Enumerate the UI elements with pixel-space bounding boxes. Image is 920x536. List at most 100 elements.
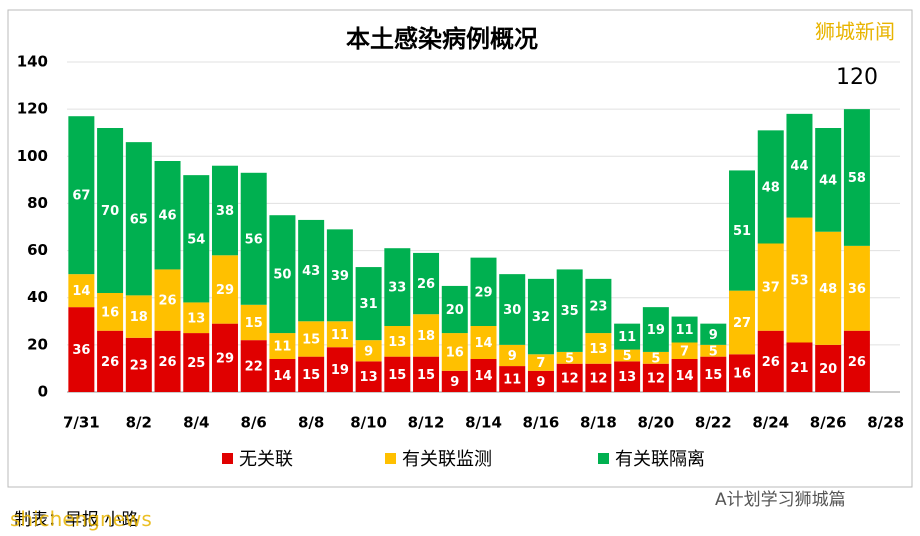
value-label: 65 [130, 212, 148, 227]
bar-segment [298, 219, 325, 322]
bar-segment [614, 349, 641, 362]
bar-segment [240, 304, 267, 341]
annotation: 120 [836, 65, 878, 90]
value-label: 16 [446, 345, 464, 360]
y-tick-label: 60 [27, 241, 48, 259]
bar-segment [154, 269, 181, 331]
bar-segment [843, 245, 870, 331]
x-tick-label: 8/10 [350, 414, 387, 432]
bar-segment [298, 356, 325, 392]
bar-segment [843, 109, 870, 246]
value-label: 5 [651, 351, 660, 366]
bar-segment [240, 172, 267, 305]
value-label: 14 [72, 284, 90, 299]
value-label: 15 [388, 368, 406, 383]
bar-segment [614, 361, 641, 392]
x-tick-label: 8/24 [752, 414, 789, 432]
value-label: 33 [388, 281, 406, 296]
value-label: 11 [618, 330, 636, 345]
value-label: 13 [589, 342, 607, 357]
value-label: 19 [331, 363, 349, 378]
value-label: 70 [101, 204, 119, 219]
value-label: 18 [130, 310, 148, 325]
bar-segment [729, 170, 756, 291]
value-label: 9 [709, 328, 718, 343]
y-tick-label: 120 [17, 100, 48, 118]
value-label: 29 [216, 283, 234, 298]
value-label: 9 [508, 349, 517, 364]
legend-label: 有关联隔离 [615, 449, 705, 470]
x-tick-label: 8/8 [298, 414, 324, 432]
bar-segment [499, 366, 526, 392]
bar-segment [384, 356, 411, 392]
value-label: 5 [623, 349, 632, 364]
legend-label: 无关联 [239, 449, 293, 470]
bar-segment [384, 326, 411, 357]
bar-segment [585, 278, 612, 334]
value-label: 53 [790, 274, 808, 289]
bar-segment [470, 257, 497, 326]
bar-segment [642, 363, 669, 392]
value-label: 50 [273, 268, 291, 283]
x-tick-label: 8/12 [408, 414, 445, 432]
bar-segment [527, 370, 554, 392]
bar-segment [700, 344, 727, 357]
bar-segment [786, 342, 813, 392]
bar-segment [729, 354, 756, 392]
account: A计划学习狮城篇 [715, 490, 846, 510]
value-label: 25 [187, 356, 205, 371]
y-tick-label: 20 [27, 335, 48, 353]
chart: 本土感染病例概况 狮城新闻 120 0 20 40 60 80 100 120 140 7/31… [7, 9, 913, 488]
bar-segment [97, 128, 124, 293]
bar-segment [757, 130, 784, 244]
bar-segment [757, 330, 784, 392]
bar-segment [470, 326, 497, 359]
value-label: 9 [536, 375, 545, 390]
bar-segment [527, 354, 554, 371]
x-tick-label: 8/26 [810, 414, 847, 432]
bar-segment [355, 340, 382, 362]
bar-segment [499, 344, 526, 367]
value-label: 9 [364, 344, 373, 359]
credit: 制表：早报 小路 [14, 510, 139, 530]
value-label: 36 [848, 282, 866, 297]
bar-segment [671, 316, 698, 343]
bar-segment [240, 340, 267, 392]
bar-segment [757, 243, 784, 331]
value-label: 16 [733, 367, 751, 382]
bar-segment [183, 302, 210, 334]
value-label: 15 [302, 368, 320, 383]
x-tick-label: 8/6 [241, 414, 267, 432]
value-label: 12 [561, 371, 579, 386]
bar-segment [556, 363, 583, 392]
value-label: 26 [762, 355, 780, 370]
value-label: 12 [589, 371, 607, 386]
bar-segment [298, 321, 325, 357]
value-label: 7 [536, 356, 545, 371]
value-label: 29 [216, 351, 234, 366]
value-label: 26 [848, 355, 866, 370]
value-label: 13 [388, 335, 406, 350]
x-tick-label: 8/18 [580, 414, 617, 432]
value-label: 11 [676, 323, 694, 338]
bar-segment [183, 175, 210, 303]
bar-segment [269, 215, 296, 334]
value-label: 20 [819, 362, 837, 377]
bar-segment [642, 351, 669, 364]
value-label: 56 [245, 232, 263, 247]
bar-segment [97, 293, 124, 331]
x-tick-label: 8/2 [126, 414, 152, 432]
value-label: 11 [331, 328, 349, 343]
value-label: 31 [360, 297, 378, 312]
bar-segment [326, 347, 353, 392]
value-label: 7 [680, 344, 689, 359]
value-label: 14 [474, 369, 492, 384]
bar-segment [556, 351, 583, 364]
bar-segment [413, 356, 440, 392]
bar-segment [556, 269, 583, 352]
y-tick-label: 80 [27, 194, 48, 212]
value-label: 15 [302, 332, 320, 347]
bar-segment [413, 252, 440, 315]
value-label: 14 [273, 369, 291, 384]
value-label: 23 [130, 358, 148, 373]
